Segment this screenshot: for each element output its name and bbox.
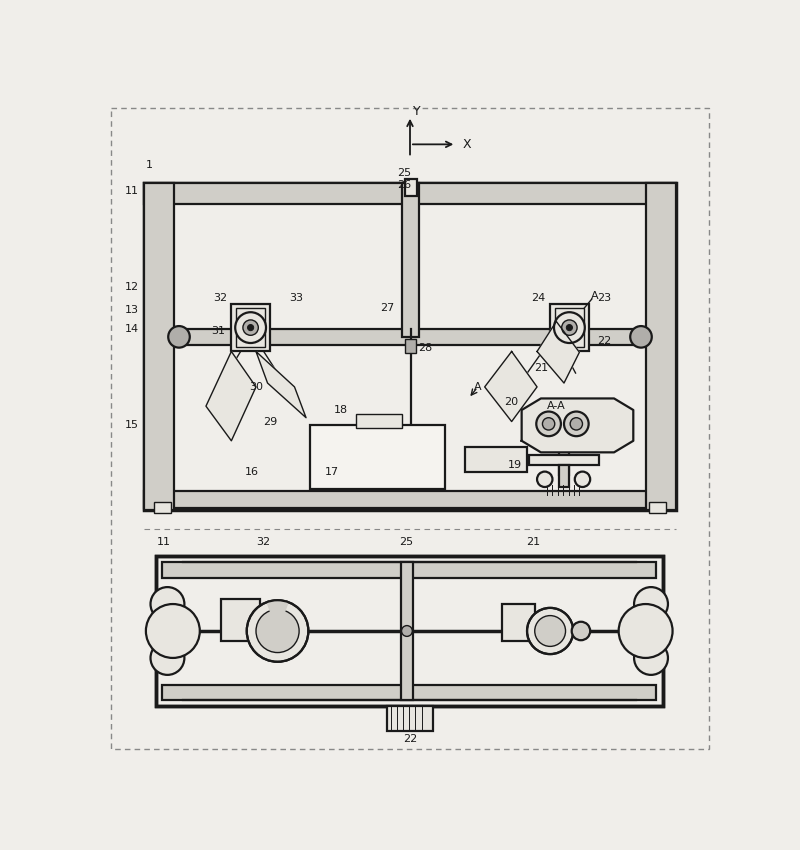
Text: A-A: A-A — [547, 401, 566, 411]
Text: Y: Y — [413, 105, 421, 118]
Text: 32: 32 — [257, 537, 270, 547]
Bar — [401, 563, 413, 700]
Bar — [530, 455, 598, 466]
Circle shape — [554, 312, 585, 343]
Bar — [646, 183, 676, 510]
Text: 12: 12 — [125, 282, 139, 292]
Text: 23: 23 — [597, 293, 611, 303]
Text: 30: 30 — [249, 382, 263, 392]
Circle shape — [542, 417, 554, 430]
Bar — [466, 447, 527, 472]
Circle shape — [564, 411, 589, 436]
Text: 13: 13 — [125, 305, 139, 314]
Bar — [156, 556, 662, 706]
Text: 18: 18 — [334, 405, 348, 415]
Bar — [310, 425, 445, 489]
Polygon shape — [522, 399, 634, 452]
Text: 25: 25 — [399, 537, 414, 547]
Bar — [156, 556, 662, 706]
Bar — [174, 329, 645, 344]
Circle shape — [150, 641, 184, 675]
Text: 17: 17 — [326, 467, 339, 477]
Circle shape — [574, 472, 590, 487]
Bar — [144, 183, 174, 510]
Circle shape — [402, 626, 412, 637]
Bar — [502, 604, 534, 641]
Polygon shape — [206, 352, 256, 441]
Bar — [144, 183, 676, 204]
Bar — [406, 339, 416, 353]
Bar — [558, 466, 570, 487]
Circle shape — [634, 587, 668, 621]
Polygon shape — [485, 352, 537, 422]
Text: 14: 14 — [125, 324, 139, 334]
Text: 26: 26 — [398, 180, 412, 190]
Text: 22: 22 — [403, 734, 417, 744]
Text: A: A — [474, 382, 482, 392]
Text: 20: 20 — [504, 397, 518, 407]
Text: 11: 11 — [157, 537, 170, 547]
Text: 11: 11 — [125, 185, 139, 196]
Bar — [387, 706, 433, 731]
Bar — [405, 179, 417, 196]
Text: 22: 22 — [597, 336, 611, 346]
Circle shape — [256, 609, 299, 653]
Circle shape — [536, 411, 561, 436]
Bar — [154, 502, 171, 513]
Circle shape — [618, 604, 673, 658]
Circle shape — [235, 312, 266, 343]
Polygon shape — [537, 321, 579, 383]
Text: 24: 24 — [530, 293, 545, 303]
Text: A: A — [591, 291, 598, 301]
Text: 21: 21 — [534, 363, 548, 372]
Bar — [144, 183, 676, 510]
Text: 29: 29 — [262, 416, 277, 427]
Bar — [144, 490, 676, 507]
Bar — [559, 441, 569, 475]
Circle shape — [247, 325, 254, 331]
Text: 27: 27 — [380, 303, 394, 314]
Bar — [649, 502, 666, 513]
Circle shape — [630, 326, 652, 348]
Circle shape — [534, 615, 566, 646]
Wedge shape — [267, 600, 288, 631]
Text: X: X — [462, 138, 471, 150]
Circle shape — [566, 325, 573, 331]
Circle shape — [562, 320, 577, 335]
Bar — [356, 414, 402, 428]
Text: 19: 19 — [508, 461, 522, 470]
Text: 31: 31 — [211, 326, 226, 337]
Bar — [231, 303, 270, 352]
Bar — [222, 598, 260, 641]
Text: 1: 1 — [146, 160, 154, 170]
Circle shape — [243, 320, 258, 335]
Bar — [236, 309, 266, 347]
Polygon shape — [256, 352, 306, 417]
Circle shape — [634, 641, 668, 675]
Bar — [162, 563, 657, 578]
Circle shape — [150, 587, 184, 621]
Text: 32: 32 — [214, 293, 227, 303]
Circle shape — [168, 326, 190, 348]
Bar — [554, 309, 584, 347]
Circle shape — [146, 604, 200, 658]
Text: 15: 15 — [125, 421, 139, 430]
Circle shape — [537, 472, 553, 487]
Bar — [402, 183, 419, 337]
Bar — [550, 303, 589, 352]
Text: 16: 16 — [245, 467, 259, 477]
Bar — [162, 685, 657, 700]
Text: 25: 25 — [398, 167, 412, 178]
Text: 33: 33 — [289, 293, 303, 303]
Circle shape — [246, 600, 308, 662]
Circle shape — [527, 608, 574, 654]
Circle shape — [572, 621, 590, 640]
Circle shape — [570, 417, 582, 430]
Text: 28: 28 — [418, 343, 433, 354]
Text: 21: 21 — [526, 537, 540, 547]
